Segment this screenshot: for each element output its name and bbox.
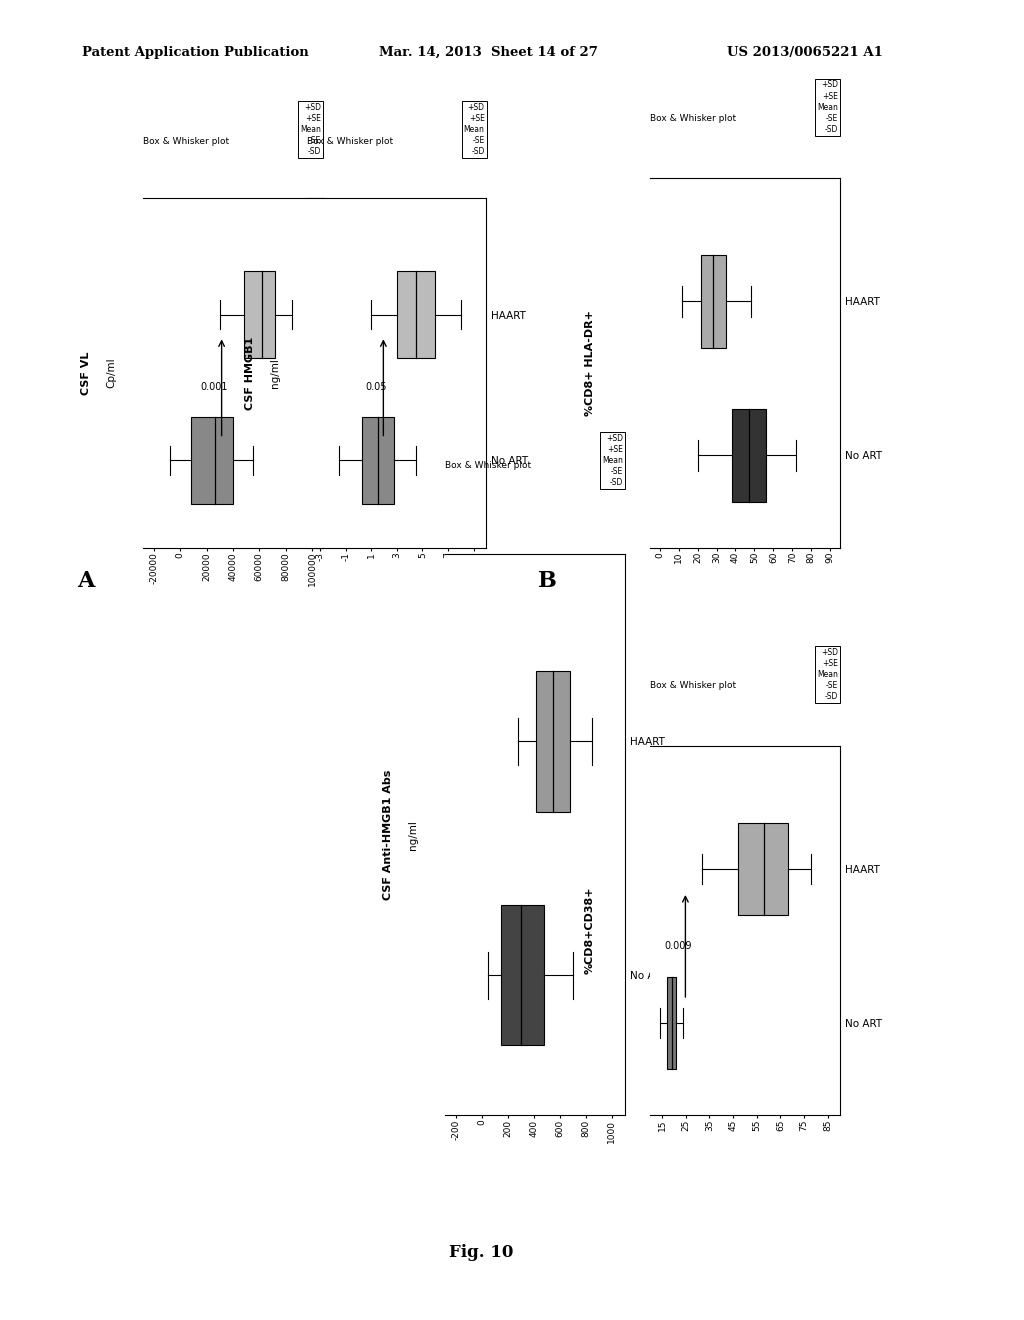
Text: Box & Whisker plot: Box & Whisker plot bbox=[445, 461, 531, 470]
Bar bbox=[190, 417, 233, 504]
Bar bbox=[732, 409, 766, 502]
Text: Box & Whisker plot: Box & Whisker plot bbox=[650, 114, 736, 123]
Text: CSF Anti-HMGB1 Abs: CSF Anti-HMGB1 Abs bbox=[383, 770, 393, 900]
Text: %CD8+ HLA-DR+: %CD8+ HLA-DR+ bbox=[585, 310, 595, 416]
Text: +SD
+SE
Mean
-SE
-SD: +SD +SE Mean -SE -SD bbox=[300, 103, 321, 156]
Text: Mar. 14, 2013  Sheet 14 of 27: Mar. 14, 2013 Sheet 14 of 27 bbox=[379, 46, 598, 59]
Text: CSF VL: CSF VL bbox=[81, 351, 91, 395]
Bar bbox=[537, 672, 570, 812]
Text: 0.009: 0.009 bbox=[665, 941, 691, 950]
Bar bbox=[396, 271, 435, 358]
Text: +SD
+SE
Mean
-SE
-SD: +SD +SE Mean -SE -SD bbox=[817, 81, 838, 133]
Text: Box & Whisker plot: Box & Whisker plot bbox=[143, 136, 229, 145]
Text: A: A bbox=[77, 570, 94, 593]
Text: 0.05: 0.05 bbox=[366, 383, 387, 392]
Bar bbox=[502, 906, 544, 1045]
Bar bbox=[244, 271, 275, 358]
Text: Box & Whisker plot: Box & Whisker plot bbox=[650, 681, 736, 690]
Text: +SD
+SE
Mean
-SE
-SD: +SD +SE Mean -SE -SD bbox=[464, 103, 484, 156]
Text: %CD8+CD38+: %CD8+CD38+ bbox=[585, 887, 595, 974]
Bar bbox=[667, 977, 676, 1069]
Bar bbox=[738, 822, 787, 915]
Text: Box & Whisker plot: Box & Whisker plot bbox=[307, 136, 393, 145]
Text: US 2013/0065221 A1: US 2013/0065221 A1 bbox=[727, 46, 883, 59]
Text: ng/ml: ng/ml bbox=[270, 358, 280, 388]
Text: +SD
+SE
Mean
-SE
-SD: +SD +SE Mean -SE -SD bbox=[602, 434, 623, 487]
Text: 0.001: 0.001 bbox=[201, 383, 228, 392]
Text: Fig. 10: Fig. 10 bbox=[450, 1243, 513, 1261]
Text: ng/ml: ng/ml bbox=[409, 820, 418, 850]
Bar bbox=[701, 255, 726, 347]
Text: Cp/ml: Cp/ml bbox=[106, 358, 116, 388]
Text: CSF HMGB1: CSF HMGB1 bbox=[245, 337, 255, 409]
Text: Patent Application Publication: Patent Application Publication bbox=[82, 46, 308, 59]
Text: +SD
+SE
Mean
-SE
-SD: +SD +SE Mean -SE -SD bbox=[817, 648, 838, 701]
Bar bbox=[362, 417, 394, 504]
Text: B: B bbox=[538, 570, 556, 593]
